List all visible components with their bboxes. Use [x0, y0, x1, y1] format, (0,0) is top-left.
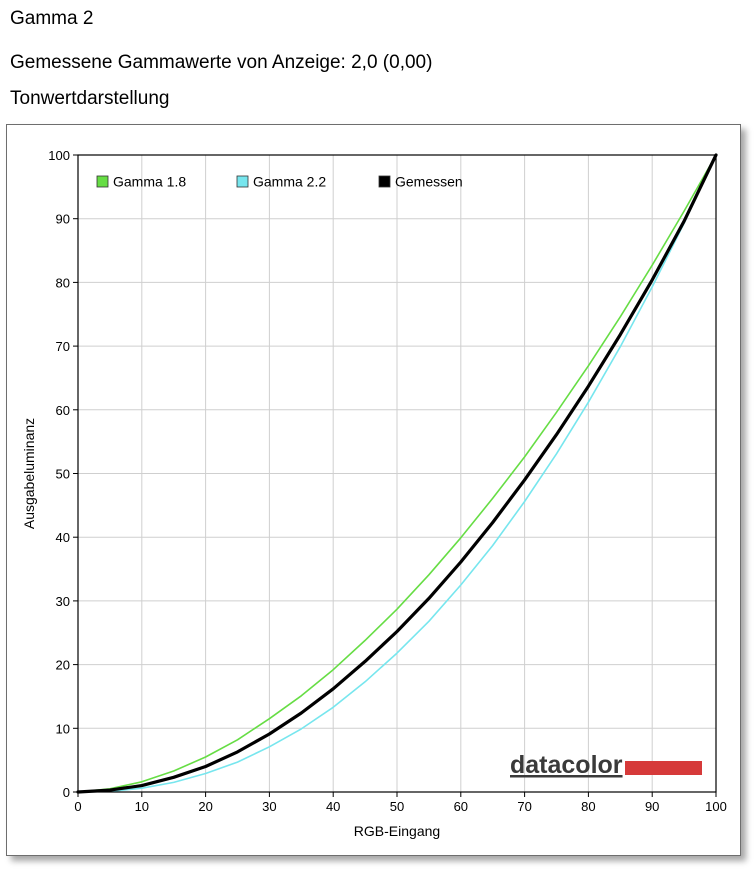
x-tick-label: 50: [390, 799, 404, 814]
x-tick-label: 60: [454, 799, 468, 814]
y-tick-label: 90: [56, 212, 70, 227]
series-line-gamma-1-8: [77, 154, 717, 793]
y-tick-label: 60: [56, 403, 70, 418]
series-lines: [76, 153, 718, 794]
grid: [78, 155, 716, 792]
x-tick-label: 80: [581, 799, 595, 814]
x-tick-label: 40: [326, 799, 340, 814]
measured-gamma-text: Gemessene Gammawerte von Anzeige: 2,0 (0…: [10, 52, 433, 73]
y-tick-label: 100: [48, 148, 70, 163]
legend-label: Gamma 2.2: [253, 174, 326, 190]
series-line-gamma-2-2: [77, 154, 717, 793]
y-axis-label: Ausgabeluminanz: [21, 418, 37, 529]
x-axis-label: RGB-Eingang: [354, 823, 440, 839]
legend-swatch: [236, 175, 249, 188]
y-tick-label: 50: [56, 467, 70, 482]
x-tick-label: 10: [135, 799, 149, 814]
tick-labels: 0 10 20 30 40 50 60 70 80 90 100 0 10 20 30 40 50 60 70 80 9…: [48, 148, 727, 814]
legend: Gamma 1.8 Gamma 2.2 Gemessen: [96, 174, 463, 190]
logo-text: datacolor: [510, 751, 623, 779]
y-tick-label: 0: [63, 785, 70, 800]
y-tick-label: 80: [56, 275, 70, 290]
y-tick-label: 30: [56, 594, 70, 609]
x-tick-label: 30: [262, 799, 276, 814]
legend-label: Gemessen: [395, 174, 463, 190]
page-title: Gamma 2: [10, 8, 94, 29]
y-tick-label: 20: [56, 658, 70, 673]
legend-swatch: [378, 175, 391, 188]
logo-bar: [625, 761, 702, 775]
legend-label: Gamma 1.8: [113, 174, 186, 190]
ticks: [73, 154, 717, 797]
chart-frame: 0 10 20 30 40 50 60 70 80 90 100 0 10 20 30 40 50 60 70 80 9…: [6, 124, 741, 856]
datacolor-logo: datacolor: [510, 751, 702, 779]
x-tick-label: 100: [705, 799, 727, 814]
legend-swatch: [96, 175, 109, 188]
x-tick-label: 0: [74, 799, 81, 814]
plot-border: [77, 154, 717, 793]
series-line-gemessen: [76, 153, 718, 794]
x-tick-label: 70: [517, 799, 531, 814]
y-tick-label: 40: [56, 530, 70, 545]
x-tick-label: 90: [645, 799, 659, 814]
tone-response-chart: 0 10 20 30 40 50 60 70 80 90 100 0 10 20 30 40 50 60 70 80 9…: [21, 148, 727, 839]
y-tick-label: 70: [56, 339, 70, 354]
x-tick-label: 20: [198, 799, 212, 814]
section-title: Tonwertdarstellung: [10, 88, 170, 109]
y-tick-label: 10: [56, 721, 70, 736]
